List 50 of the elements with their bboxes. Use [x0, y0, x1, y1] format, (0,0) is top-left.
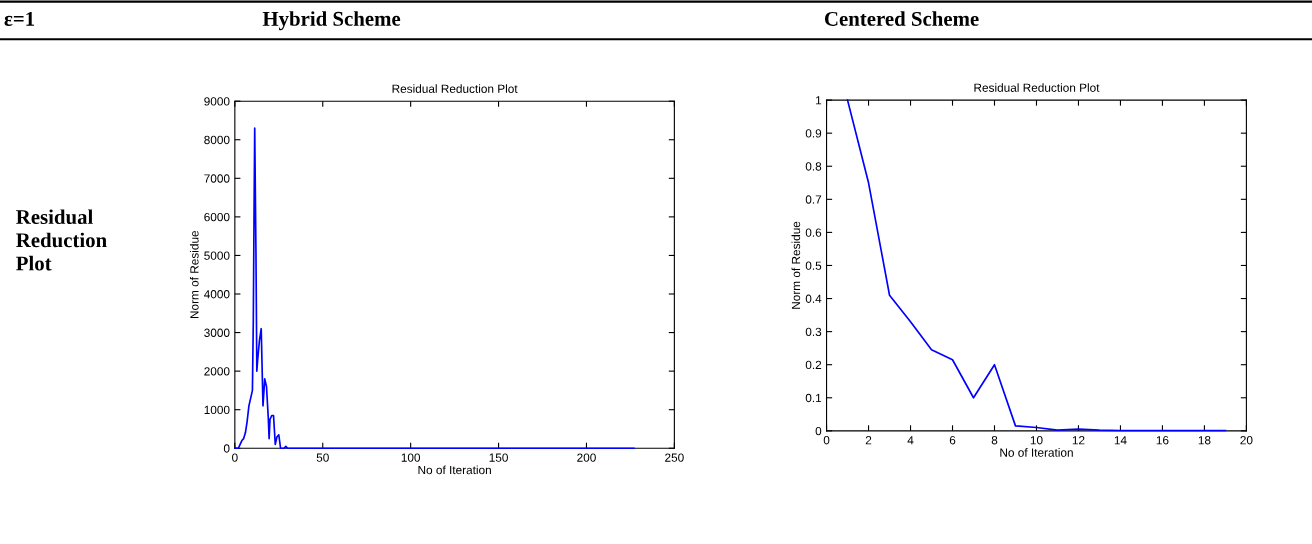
x-axis-title: No of Iteration	[1000, 448, 1073, 457]
y-tick-label: 5000	[204, 251, 230, 260]
y-tick-label: 0.2	[805, 360, 822, 370]
y-axis-title: Norm of Residue	[791, 221, 801, 309]
y-tick-label: 7000	[204, 174, 230, 183]
chart-title: Residual Reduction Plot	[392, 84, 518, 93]
y-axis-title: Norm of Residue	[189, 230, 199, 319]
y-tick-label: 1000	[204, 405, 230, 415]
y-tick-label: 1	[816, 96, 822, 105]
x-tick-label: 6	[949, 436, 956, 445]
x-tick-label: 14	[1114, 436, 1127, 445]
x-tick-label: 2	[865, 436, 872, 445]
y-tick-label: 6000	[204, 212, 230, 222]
y-tick-label: 3000	[204, 328, 230, 337]
y-tick-label: 0.3	[805, 327, 822, 337]
y-tick-label: 0.8	[805, 162, 822, 171]
y-tick-label: 0.5	[805, 261, 822, 270]
x-tick-label: 150	[489, 453, 508, 462]
x-tick-label: 100	[401, 453, 421, 462]
x-tick-label: 0	[823, 436, 830, 445]
x-tick-label: 18	[1198, 436, 1211, 445]
x-tick-label: 250	[665, 453, 684, 462]
chart-title: Residual Reduction Plot	[974, 83, 1100, 92]
y-tick-label: 0.1	[805, 393, 822, 403]
text: Centered Scheme	[824, 11, 979, 26]
y-tick-label: 8000	[204, 135, 230, 145]
y-tick-label: 0.6	[805, 228, 822, 237]
text: Residual Reduction Plot	[16, 209, 107, 271]
x-tick-label: 16	[1156, 436, 1169, 445]
x-tick-label: 20	[1240, 436, 1253, 445]
x-tick-label: 8	[991, 436, 998, 445]
text: Hybrid Scheme	[262, 11, 401, 31]
x-tick-label: 50	[316, 453, 329, 462]
x-tick-label: 0	[232, 453, 238, 462]
y-tick-label: 2000	[204, 367, 230, 376]
line-series	[234, 127, 635, 450]
x-tick-label: 4	[907, 436, 914, 445]
y-tick-label: 0	[815, 426, 822, 436]
x-tick-label: 12	[1072, 436, 1085, 445]
x-tick-label: 10	[1030, 436, 1043, 445]
y-tick-label: 0	[223, 444, 230, 453]
y-tick-label: 0.9	[805, 129, 822, 138]
line-series	[846, 99, 1227, 432]
y-tick-label: 9000	[204, 97, 230, 106]
text: ε=1	[4, 11, 35, 26]
y-tick-label: 4000	[204, 290, 230, 299]
y-tick-label: 0.4	[805, 294, 822, 303]
x-tick-label: 200	[577, 453, 596, 462]
x-axis-title: No of Iteration	[418, 465, 491, 475]
y-tick-label: 0.7	[805, 195, 822, 204]
